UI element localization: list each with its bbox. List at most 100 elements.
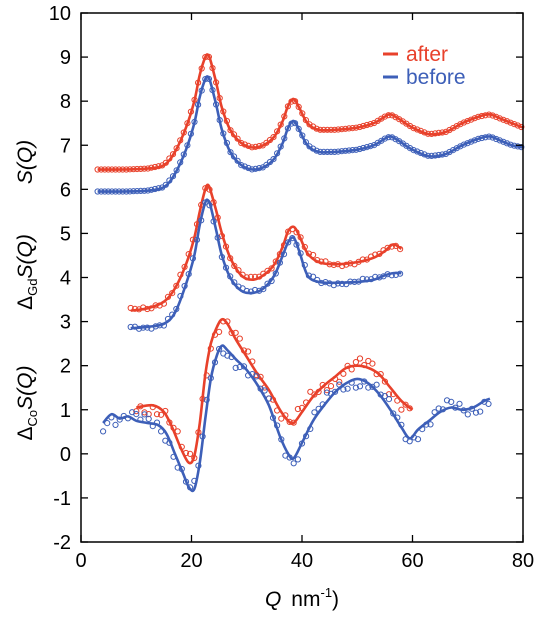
data-point xyxy=(472,409,480,416)
y-tick-label: 1 xyxy=(60,400,71,422)
x-axis-unit: nm xyxy=(291,588,320,611)
legend-after-label: after xyxy=(406,43,448,66)
data-point xyxy=(356,355,364,362)
data-point xyxy=(245,348,252,355)
legend-before-label: before xyxy=(406,66,466,89)
data-point xyxy=(402,401,409,408)
data-point xyxy=(216,328,223,335)
data-point xyxy=(356,383,364,390)
series-before-5 xyxy=(100,344,492,493)
x-axis-var: Q xyxy=(265,588,281,611)
data-point xyxy=(464,411,471,418)
data-point xyxy=(240,363,248,370)
y-tick-label: 9 xyxy=(60,47,71,69)
y-title-co-var: S(Q) xyxy=(14,366,37,410)
data-point xyxy=(232,364,239,371)
series-line xyxy=(130,198,402,330)
data-point xyxy=(158,411,165,418)
x-tick-label: 0 xyxy=(75,550,86,572)
data-point xyxy=(373,381,380,388)
data-point xyxy=(344,385,351,392)
data-point xyxy=(323,387,330,394)
y-tick-label: 7 xyxy=(60,135,71,157)
y-tick-label: -2 xyxy=(53,532,71,554)
data-point xyxy=(414,436,422,443)
series-line xyxy=(97,75,524,193)
series-after-0 xyxy=(94,53,525,173)
data-point xyxy=(448,398,455,405)
series-line xyxy=(97,53,524,171)
y-title-co-delta: Δ xyxy=(14,426,37,440)
data-point xyxy=(238,162,245,169)
data-point xyxy=(253,373,260,380)
data-point xyxy=(224,352,231,359)
y-title-gd-delta: Δ xyxy=(14,296,37,310)
data-point xyxy=(340,386,347,393)
x-axis-unit-exponent: -1 xyxy=(320,585,332,600)
x-tick-label: 60 xyxy=(401,550,423,572)
x-tick-label: 80 xyxy=(512,550,534,572)
data-point xyxy=(381,113,388,120)
x-tick-label: 20 xyxy=(180,550,202,572)
data-point xyxy=(116,416,123,423)
data-point xyxy=(332,388,339,395)
series-before-3 xyxy=(127,198,404,332)
data-point xyxy=(290,460,297,467)
data-point xyxy=(153,411,161,418)
y-axis-title-gd: ΔGdS(Q) xyxy=(14,234,40,310)
x-tick-label: 40 xyxy=(291,550,313,572)
y-tick-label: -1 xyxy=(53,488,71,510)
data-point xyxy=(477,408,484,415)
data-point xyxy=(100,428,107,435)
y-axis-title-co: ΔCoS(Q) xyxy=(14,366,40,441)
y-tick-label: 3 xyxy=(60,312,71,334)
data-point xyxy=(270,134,277,141)
data-point xyxy=(327,383,335,390)
data-point xyxy=(278,415,285,422)
data-point xyxy=(112,421,119,428)
y-tick-label: 2 xyxy=(60,356,71,378)
y-tick-label: 5 xyxy=(60,223,71,245)
series-after-4 xyxy=(133,317,414,465)
y-tick-label: 8 xyxy=(60,91,71,113)
series-line xyxy=(136,317,414,465)
tick-layer: 0 20 40 60 80 -2 -1 0 1 2 3 4 5 6 7 8 9 10 xyxy=(49,3,534,572)
data-point xyxy=(145,415,152,422)
data-point xyxy=(294,456,301,463)
legend: after before xyxy=(383,43,466,89)
y-title-co-sub: Co xyxy=(25,410,40,427)
data-point xyxy=(141,411,148,418)
series-line xyxy=(102,344,491,493)
data-point xyxy=(286,418,293,425)
series-layer xyxy=(94,53,525,493)
x-axis-unit-close: ) xyxy=(332,588,339,611)
data-point xyxy=(381,135,388,142)
data-point xyxy=(133,411,140,418)
data-point xyxy=(365,384,372,391)
data-point xyxy=(398,406,405,413)
series-before-1 xyxy=(94,75,525,195)
data-point xyxy=(311,409,318,416)
data-point xyxy=(385,396,393,403)
data-point xyxy=(369,360,376,367)
y-tick-label: 10 xyxy=(49,3,71,25)
y-title-gd-var: S(Q) xyxy=(14,234,37,278)
data-point xyxy=(268,265,275,272)
data-point xyxy=(485,400,492,407)
data-point xyxy=(323,389,330,396)
data-point xyxy=(435,405,442,412)
y-title-gd-sub: Gd xyxy=(25,278,40,295)
y-tick-label: 6 xyxy=(60,179,71,201)
series-line xyxy=(130,183,403,312)
y-axis-title-sq: S(Q) xyxy=(14,140,37,184)
data-point xyxy=(133,408,140,415)
plot-frame xyxy=(80,12,524,543)
data-point xyxy=(427,421,434,428)
data-point xyxy=(187,450,194,457)
data-point xyxy=(270,156,277,163)
data-point xyxy=(238,139,245,147)
y-tick-label: 4 xyxy=(60,268,71,290)
series-after-2 xyxy=(127,183,404,313)
